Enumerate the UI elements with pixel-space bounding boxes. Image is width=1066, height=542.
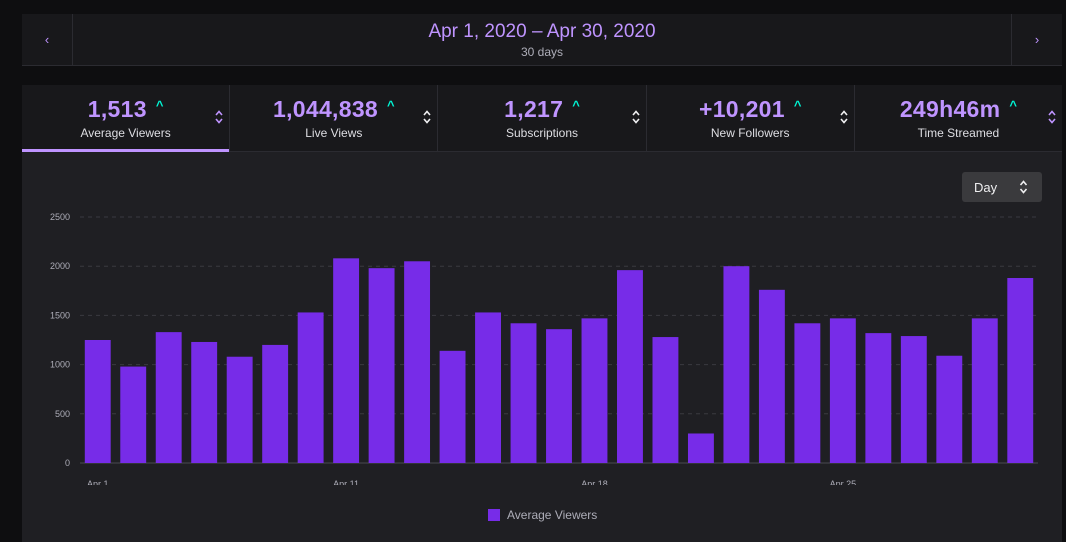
bar <box>1007 278 1034 463</box>
bar <box>581 318 608 463</box>
trend-up-icon: ^ <box>572 98 580 113</box>
legend-label: Average Viewers <box>507 508 598 522</box>
y-tick-label: 2500 <box>50 212 70 222</box>
y-tick-label: 500 <box>55 409 70 419</box>
stat-label: Subscriptions <box>505 126 579 140</box>
y-tick-label: 1000 <box>50 360 70 370</box>
y-tick-label: 1500 <box>50 310 70 320</box>
stat-tab-subscriptions[interactable]: 1,217 ^ Subscriptions <box>438 85 647 151</box>
stat-label: Average Viewers <box>80 126 171 140</box>
interval-select[interactable]: Day <box>962 172 1042 202</box>
chevron-right-icon: › <box>1034 32 1040 47</box>
x-tick-label: Apr 18 <box>581 479 608 485</box>
date-range-duration: 30 days <box>520 44 564 59</box>
bar <box>297 312 324 463</box>
bar <box>120 366 147 463</box>
bar <box>333 258 360 463</box>
stat-tab-time-streamed[interactable]: 249h46m ^ Time Streamed <box>855 85 1062 151</box>
bar <box>900 336 927 463</box>
stat-label: Live Views <box>305 126 363 140</box>
date-range-bar: ‹ Apr 1, 2020 – Apr 30, 2020 30 days › <box>22 14 1062 66</box>
bar <box>758 289 785 463</box>
bar <box>191 341 218 463</box>
stat-value: 1,044,838 <box>272 96 379 122</box>
bar <box>865 333 892 463</box>
x-tick-label: Apr 11 <box>333 479 359 485</box>
sort-icon <box>423 110 432 124</box>
bar <box>617 270 643 463</box>
stat-tab-average-viewers[interactable]: 1,513 ^ Average Viewers <box>22 85 231 152</box>
stat-value: 249h46m <box>899 96 1001 122</box>
bar <box>404 261 431 463</box>
bar <box>368 268 395 463</box>
previous-period-button[interactable]: ‹ <box>22 14 73 65</box>
stats-tabs: 1,513 ^ Average Viewers 1,044,838 ^ Live… <box>22 85 1062 152</box>
bar <box>546 329 572 463</box>
bar <box>936 355 963 463</box>
bar <box>475 312 501 463</box>
bar <box>439 350 466 463</box>
bar <box>723 266 750 463</box>
bar <box>226 356 253 463</box>
trend-up-icon: ^ <box>155 98 164 113</box>
chart-legend[interactable]: Average Viewers <box>488 508 597 522</box>
y-tick-label: 0 <box>65 458 70 468</box>
bar <box>794 323 821 463</box>
bar <box>155 332 182 463</box>
bar <box>510 323 537 463</box>
legend-swatch <box>488 509 500 521</box>
analytics-panel: 1,513 ^ Average Viewers 1,044,838 ^ Live… <box>22 85 1062 542</box>
stat-value: 1,513 <box>87 96 147 122</box>
bar <box>971 318 998 463</box>
y-tick-label: 2000 <box>50 261 70 271</box>
stat-tab-new-followers[interactable]: +10,201 ^ New Followers <box>647 85 855 151</box>
bar <box>829 318 856 463</box>
stat-value: 1,217 <box>504 96 564 122</box>
trend-up-icon: ^ <box>793 98 802 113</box>
trend-up-icon: ^ <box>387 98 395 113</box>
bar <box>687 433 714 463</box>
interval-select-value: Day <box>974 179 998 195</box>
chevron-left-icon: ‹ <box>44 32 50 47</box>
date-range-text: Apr 1, 2020 – Apr 30, 2020 <box>428 20 656 42</box>
sort-icon <box>632 110 640 124</box>
next-period-button[interactable]: › <box>1011 14 1062 65</box>
bar <box>262 344 289 463</box>
date-range-display[interactable]: Apr 1, 2020 – Apr 30, 2020 30 days <box>73 14 1011 65</box>
sort-icon <box>1048 110 1056 124</box>
x-tick-label: Apr 25 <box>830 479 857 485</box>
bar <box>652 337 679 463</box>
stat-value: +10,201 <box>698 96 785 122</box>
sort-icon <box>1019 180 1028 194</box>
average-viewers-bar-chart: 0 500 1000 1500 2000 2500 Apr 1 Apr 11 Apr 18 Apr… <box>50 212 1038 485</box>
sort-icon <box>215 110 223 124</box>
stat-label: New Followers <box>710 126 790 140</box>
stat-tab-live-views[interactable]: 1,044,838 ^ Live Views <box>230 85 439 151</box>
bar <box>84 340 111 463</box>
trend-up-icon: ^ <box>1009 98 1017 113</box>
stat-label: Time Streamed <box>917 126 1000 140</box>
sort-icon <box>840 110 848 124</box>
x-tick-label: Apr 1 <box>87 479 109 485</box>
